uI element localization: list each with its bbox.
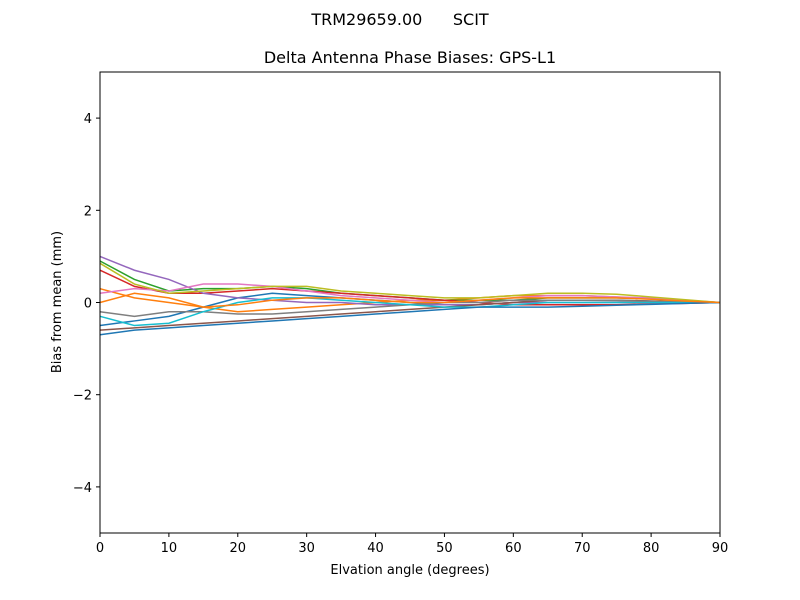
plot-frame xyxy=(99,71,721,534)
x-tick-label: 10 xyxy=(161,541,178,556)
y-tick-label: 0 xyxy=(84,297,92,312)
x-tick-label: 40 xyxy=(367,541,384,556)
series-line xyxy=(99,283,721,304)
series-line xyxy=(99,301,721,336)
x-tick-label: 70 xyxy=(574,541,591,556)
x-tick-label: 90 xyxy=(712,541,729,556)
y-tick-label: −4 xyxy=(73,481,92,496)
x-tick-label: 20 xyxy=(230,541,247,556)
series-line xyxy=(99,297,720,327)
y-tick-label: 2 xyxy=(84,204,92,219)
y-axis-label: Bias from mean (mm) xyxy=(50,231,65,373)
y-tick-label: −2 xyxy=(73,389,92,404)
series-line xyxy=(99,292,721,308)
x-tick-label: 30 xyxy=(298,541,315,556)
x-tick-label: 50 xyxy=(436,541,453,556)
chart-suptitle: TRM29659.00 SCIT xyxy=(310,10,489,29)
x-axis-label: Elvation angle (degrees) xyxy=(330,563,489,578)
x-tick-label: 80 xyxy=(643,541,660,556)
series-line xyxy=(99,262,721,304)
x-tick-label: 0 xyxy=(96,541,104,556)
x-tick-label: 60 xyxy=(505,541,522,556)
y-tick-label: 4 xyxy=(84,112,92,127)
chart-title: Delta Antenna Phase Biases: GPS-L1 xyxy=(264,48,556,67)
